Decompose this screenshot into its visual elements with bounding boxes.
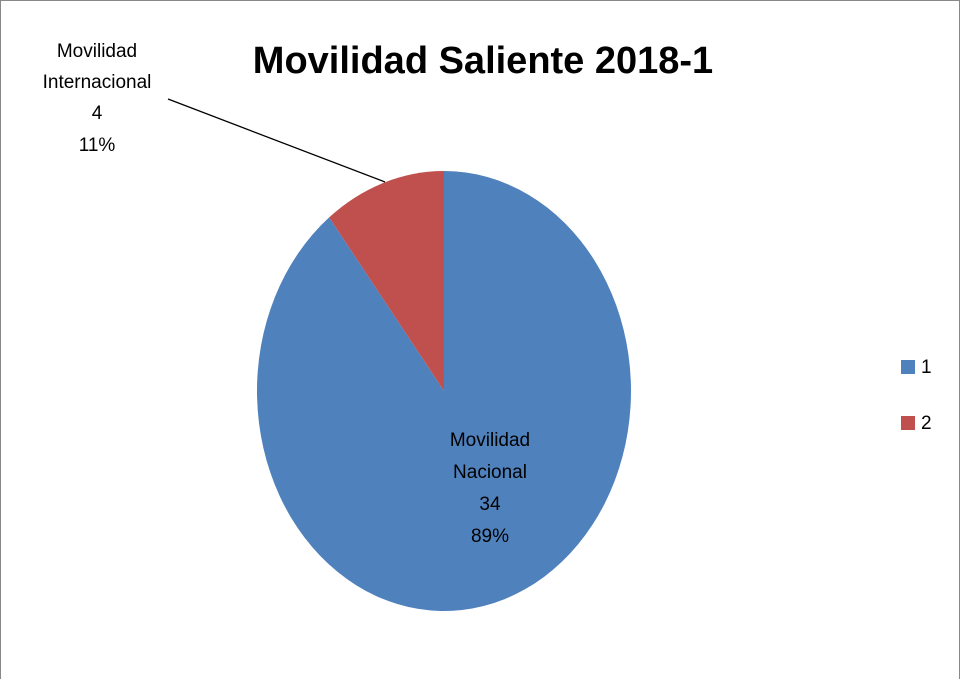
data-label: Movilidad Internacional 4 11% [27, 36, 167, 162]
legend-swatch [901, 416, 915, 430]
legend-label: 1 [921, 357, 932, 378]
label-value: 34 [479, 494, 501, 515]
leader-line [167, 98, 386, 183]
chart-title: Movilidad Saliente 2018-1 [252, 40, 714, 82]
label-category: Movilidad Internacional [42, 41, 152, 93]
legend-label: 2 [921, 413, 932, 434]
label-category: Movilidad Nacional [449, 430, 531, 483]
data-label: Movilidad Nacional 34 89% [430, 425, 550, 553]
label-value: 4 [91, 103, 103, 124]
pie-slice [256, 171, 631, 611]
label-percent: 89% [470, 526, 510, 547]
label-percent: 11% [78, 135, 116, 156]
legend-swatch [901, 360, 915, 374]
pie-slice [329, 171, 444, 391]
